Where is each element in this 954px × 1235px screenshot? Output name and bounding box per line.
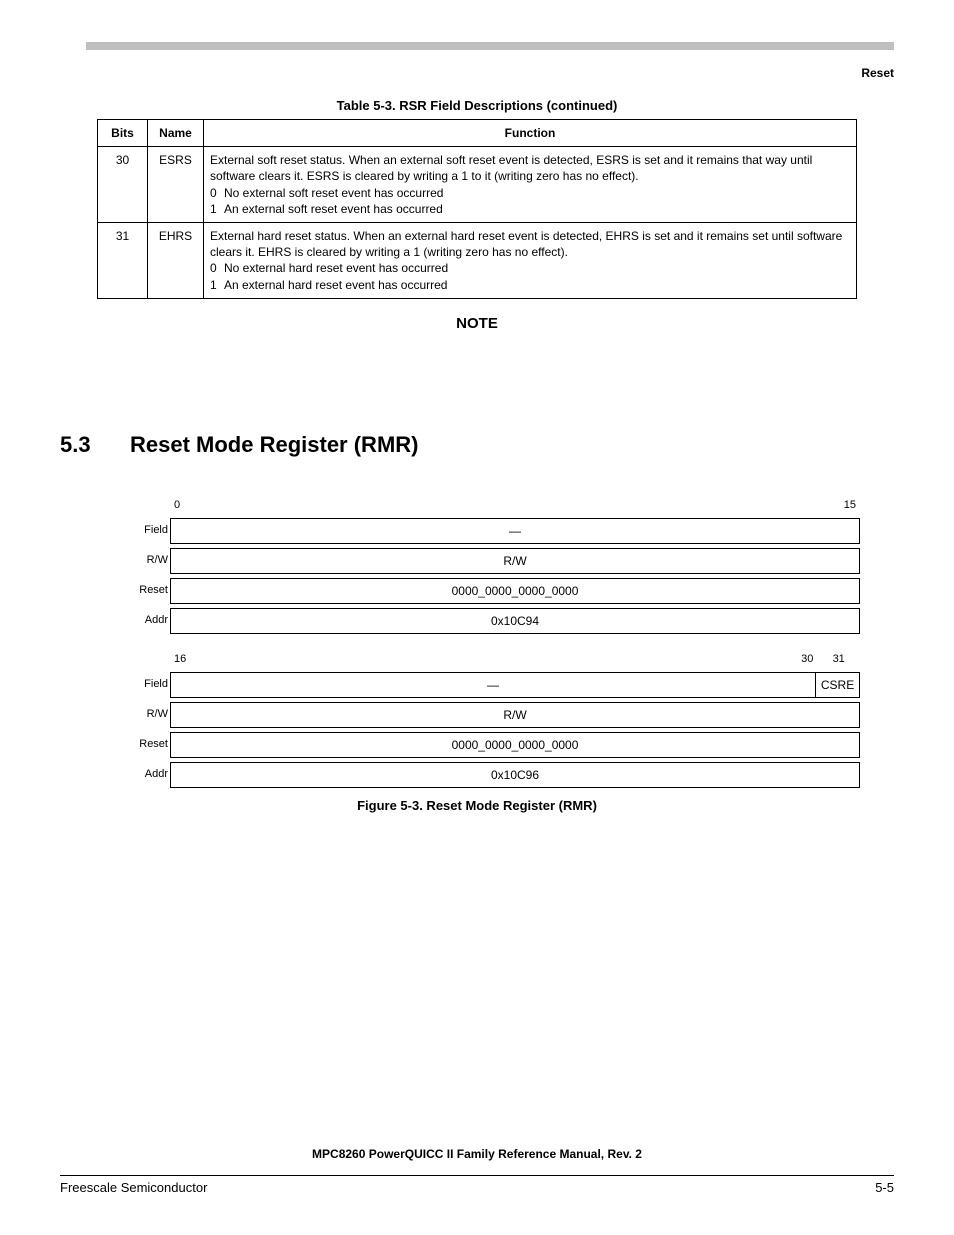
footer-manual: MPC8260 PowerQUICC II Family Reference M… <box>60 1147 894 1161</box>
cell-name: EHRS <box>148 222 204 298</box>
reg-row-rw: R/W R/W <box>120 548 860 574</box>
reg-row-addr: Addr 0x10C96 <box>120 762 860 788</box>
header-rule <box>86 42 894 50</box>
footer-rule <box>60 1175 894 1176</box>
cell-function: External hard reset status. When an exte… <box>204 222 857 298</box>
rsr-field-table: Bits Name Function 30 ESRS External soft… <box>97 119 857 299</box>
reg-row-reset: Reset 0000_0000_0000_0000 <box>120 732 860 758</box>
cell-name: ESRS <box>148 147 204 223</box>
cell-bits: 30 <box>98 147 148 223</box>
footer-left: Freescale Semiconductor <box>60 1180 207 1195</box>
cell-function: External soft reset status. When an exte… <box>204 147 857 223</box>
col-bits: Bits <box>98 120 148 147</box>
footer-page: 5-5 <box>875 1180 894 1195</box>
reg-row-addr: Addr 0x10C94 <box>120 608 860 634</box>
col-name: Name <box>148 120 204 147</box>
bit-header-lower: . 16 30 31 <box>120 652 860 668</box>
reg-row-reset: Reset 0000_0000_0000_0000 <box>120 578 860 604</box>
note-heading: NOTE <box>60 315 894 332</box>
figure-caption: Figure 5-3. Reset Mode Register (RMR) <box>60 798 894 813</box>
bit-header-upper: . 0 15 <box>120 498 860 514</box>
col-function: Function <box>204 120 857 147</box>
page-footer: MPC8260 PowerQUICC II Family Reference M… <box>60 1147 894 1195</box>
register-diagram: . 0 15 Field — R/W R/W Reset 0000_0000_0… <box>120 498 860 788</box>
section-heading: 5.3Reset Mode Register (RMR) <box>60 432 894 458</box>
table-row: 30 ESRS External soft reset status. When… <box>98 147 857 223</box>
cell-bits: 31 <box>98 222 148 298</box>
header-section: Reset <box>60 66 894 80</box>
table-row: 31 EHRS External hard reset status. When… <box>98 222 857 298</box>
reg-row-rw: R/W R/W <box>120 702 860 728</box>
reg-row-field: Field — <box>120 518 860 544</box>
reg-row-field: Field — CSRE <box>120 672 860 698</box>
table-header-row: Bits Name Function <box>98 120 857 147</box>
table-caption: Table 5-3. RSR Field Descriptions (conti… <box>60 98 894 113</box>
